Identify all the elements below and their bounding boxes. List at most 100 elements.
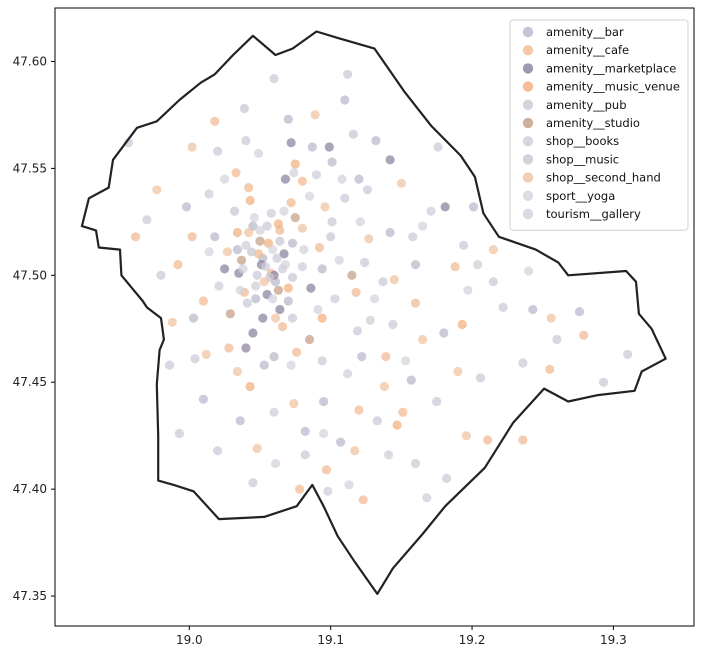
data-point [410, 458, 421, 469]
boundary-layer [80, 30, 667, 596]
data-point [270, 458, 281, 469]
data-point [406, 375, 416, 385]
data-point [418, 334, 428, 345]
data-point [354, 174, 364, 184]
legend-marker [522, 136, 534, 147]
data-point [357, 352, 367, 362]
data-point [311, 170, 322, 180]
data-point [350, 446, 360, 456]
data-point [290, 159, 300, 169]
data-point [396, 178, 406, 188]
legend-label: shop__second_hand [546, 171, 661, 185]
data-point [289, 399, 299, 409]
data-point [272, 253, 282, 263]
data-point [304, 334, 315, 345]
legend-marker [522, 63, 534, 74]
y-tick-label: 47.40 [13, 482, 47, 496]
data-point [254, 249, 264, 259]
data-point [297, 176, 307, 186]
data-point [330, 294, 340, 304]
data-point [232, 227, 242, 238]
data-point [279, 206, 289, 216]
data-point [222, 247, 233, 257]
data-point [238, 264, 248, 274]
data-point [340, 95, 350, 105]
data-point [314, 242, 324, 253]
data-point [360, 257, 370, 268]
data-point [283, 283, 293, 293]
data-point [463, 285, 473, 295]
data-point [279, 249, 289, 259]
axes-layer: 19.0 19.1 19.2 19.3 47.35 47.40 47.45 47.50 47.5… [13, 7, 695, 647]
data-point [392, 420, 402, 430]
series-tourism-gallery [220, 148, 534, 490]
data-point [304, 191, 315, 201]
series-amenity-pub [123, 69, 633, 488]
data-point [251, 294, 261, 304]
data-point [389, 275, 399, 285]
legend-marker [522, 45, 534, 56]
legend-label: amenity__pub [546, 98, 627, 112]
data-point [213, 446, 223, 456]
data-point [213, 146, 223, 156]
legend-entry: shop__second_hand [522, 171, 661, 185]
data-point [252, 443, 262, 454]
x-tick-label: 19.2 [459, 633, 486, 647]
series-shop-books [204, 170, 483, 503]
data-point [289, 168, 299, 178]
data-point [369, 294, 380, 304]
data-point [225, 309, 235, 319]
data-point [483, 435, 493, 445]
data-point [401, 356, 411, 366]
legend-label: shop__music [546, 152, 619, 166]
data-point [244, 183, 254, 193]
legend-marker [522, 154, 534, 165]
data-point [344, 480, 354, 490]
data-point [220, 174, 230, 184]
data-point [623, 349, 633, 359]
data-point [269, 407, 279, 417]
series-amenity-marketplace [220, 138, 450, 353]
data-point [275, 304, 285, 315]
data-point [174, 428, 184, 439]
data-point [280, 260, 290, 270]
data-point [142, 215, 152, 225]
y-tick-label: 47.35 [13, 589, 47, 603]
data-point [210, 232, 220, 242]
legend-marker [522, 117, 534, 129]
data-point [231, 168, 241, 178]
legend-entry: sport__yoga [522, 189, 615, 203]
data-point [258, 313, 268, 323]
data-point [287, 238, 298, 248]
data-point [262, 221, 272, 231]
data-point [545, 364, 555, 374]
data-point [418, 221, 428, 231]
data-point [552, 334, 562, 345]
data-point [337, 174, 347, 184]
legend-entry: amenity__studio [522, 116, 640, 130]
data-point [457, 319, 467, 330]
data-point [385, 227, 395, 238]
legend-marker [522, 81, 534, 92]
data-point [295, 484, 305, 494]
data-point [579, 330, 589, 340]
legend-label: amenity__bar [546, 25, 624, 39]
data-point [286, 198, 296, 208]
data-point [461, 431, 471, 441]
data-point [306, 283, 316, 293]
series-sport-yoga [204, 191, 411, 439]
data-point [173, 260, 183, 270]
data-point [381, 352, 391, 362]
legend: amenity__bar amenity__cafe amenity__market… [509, 19, 689, 231]
data-point [326, 232, 336, 242]
y-tick-label: 47.55 [13, 161, 47, 175]
data-point [319, 428, 329, 439]
data-point [321, 465, 331, 475]
data-point [241, 343, 251, 353]
data-point [385, 155, 395, 165]
data-point [336, 437, 346, 447]
data-point [204, 247, 214, 257]
data-point [269, 352, 279, 362]
data-point [459, 240, 469, 250]
